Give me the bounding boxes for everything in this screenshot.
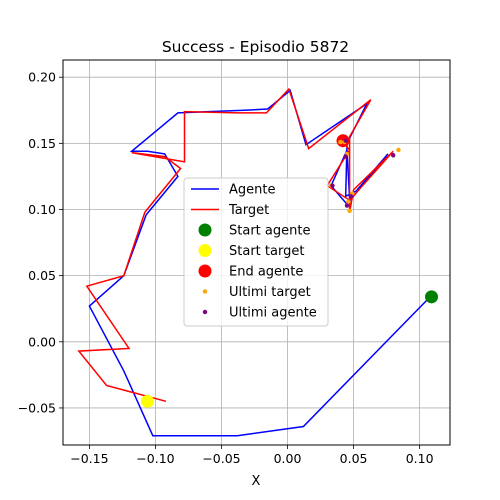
legend-label-start-agente: Start agente: [229, 224, 310, 239]
y-tick-label: 0.10: [28, 202, 56, 217]
legend-symbol-ultimi-agente: [202, 309, 208, 315]
plot-area: [77, 87, 439, 437]
legend-label-ultimi-agente: Ultimi agente: [229, 306, 317, 321]
marker-start-target: [141, 394, 155, 408]
chart-title: Success - Episodio 5872: [162, 38, 349, 56]
marker-start-agente: [425, 290, 439, 304]
point-ultimi-agente: [344, 203, 350, 208]
legend-label-target: Target: [228, 203, 269, 218]
y-tick-label: 0.05: [28, 268, 56, 283]
point-ultimi-agente: [330, 183, 335, 188]
legend-symbol-start-target: [198, 244, 212, 257]
plot-frame: [62, 59, 451, 446]
point-ultimi-target: [396, 147, 401, 153]
y-tick-label: 0.00: [28, 334, 56, 349]
legend-box: [183, 177, 329, 327]
x-tick-label: −0.10: [136, 451, 174, 466]
x-tick-label: −0.15: [70, 451, 108, 466]
x-axis-label: X: [252, 474, 261, 489]
legend-label-end-agente: End agente: [229, 265, 303, 280]
legend-label-agente: Agente: [229, 183, 275, 198]
legend-symbol-start-agente: [198, 223, 212, 237]
y-tick-label: −0.05: [18, 400, 56, 415]
series-line-target: [77, 87, 394, 403]
point-ultimi-agente: [343, 154, 348, 159]
legend: Agente Target Start agente Start target End …: [183, 177, 329, 327]
y-tick-label: 0.20: [28, 70, 56, 85]
legend-label-ultimi-target: Ultimi target: [229, 285, 311, 300]
axis-ticks: −0.15 −0.10 −0.05 0.00 0.05 0.10 −0.05 0.00 0.05…: [18, 70, 434, 466]
x-tick-label: 0.05: [340, 451, 368, 466]
point-ultimi-agente: [391, 153, 396, 158]
x-tick-label: 0.10: [406, 451, 434, 466]
point-ultimi-target: [338, 139, 343, 145]
legend-symbol-end-agente: [198, 264, 212, 278]
y-tick-label: 0.15: [28, 136, 56, 151]
x-tick-label: −0.05: [202, 451, 240, 466]
point-ultimi-agente: [348, 194, 354, 199]
point-ultimi-agente: [343, 138, 348, 143]
point-ultimi-target: [347, 208, 352, 214]
legend-label-start-target: Start target: [229, 244, 304, 259]
legend-symbol-ultimi-target: [202, 289, 208, 294]
x-tick-label: 0.00: [274, 451, 302, 466]
point-ultimi-target: [346, 199, 351, 204]
